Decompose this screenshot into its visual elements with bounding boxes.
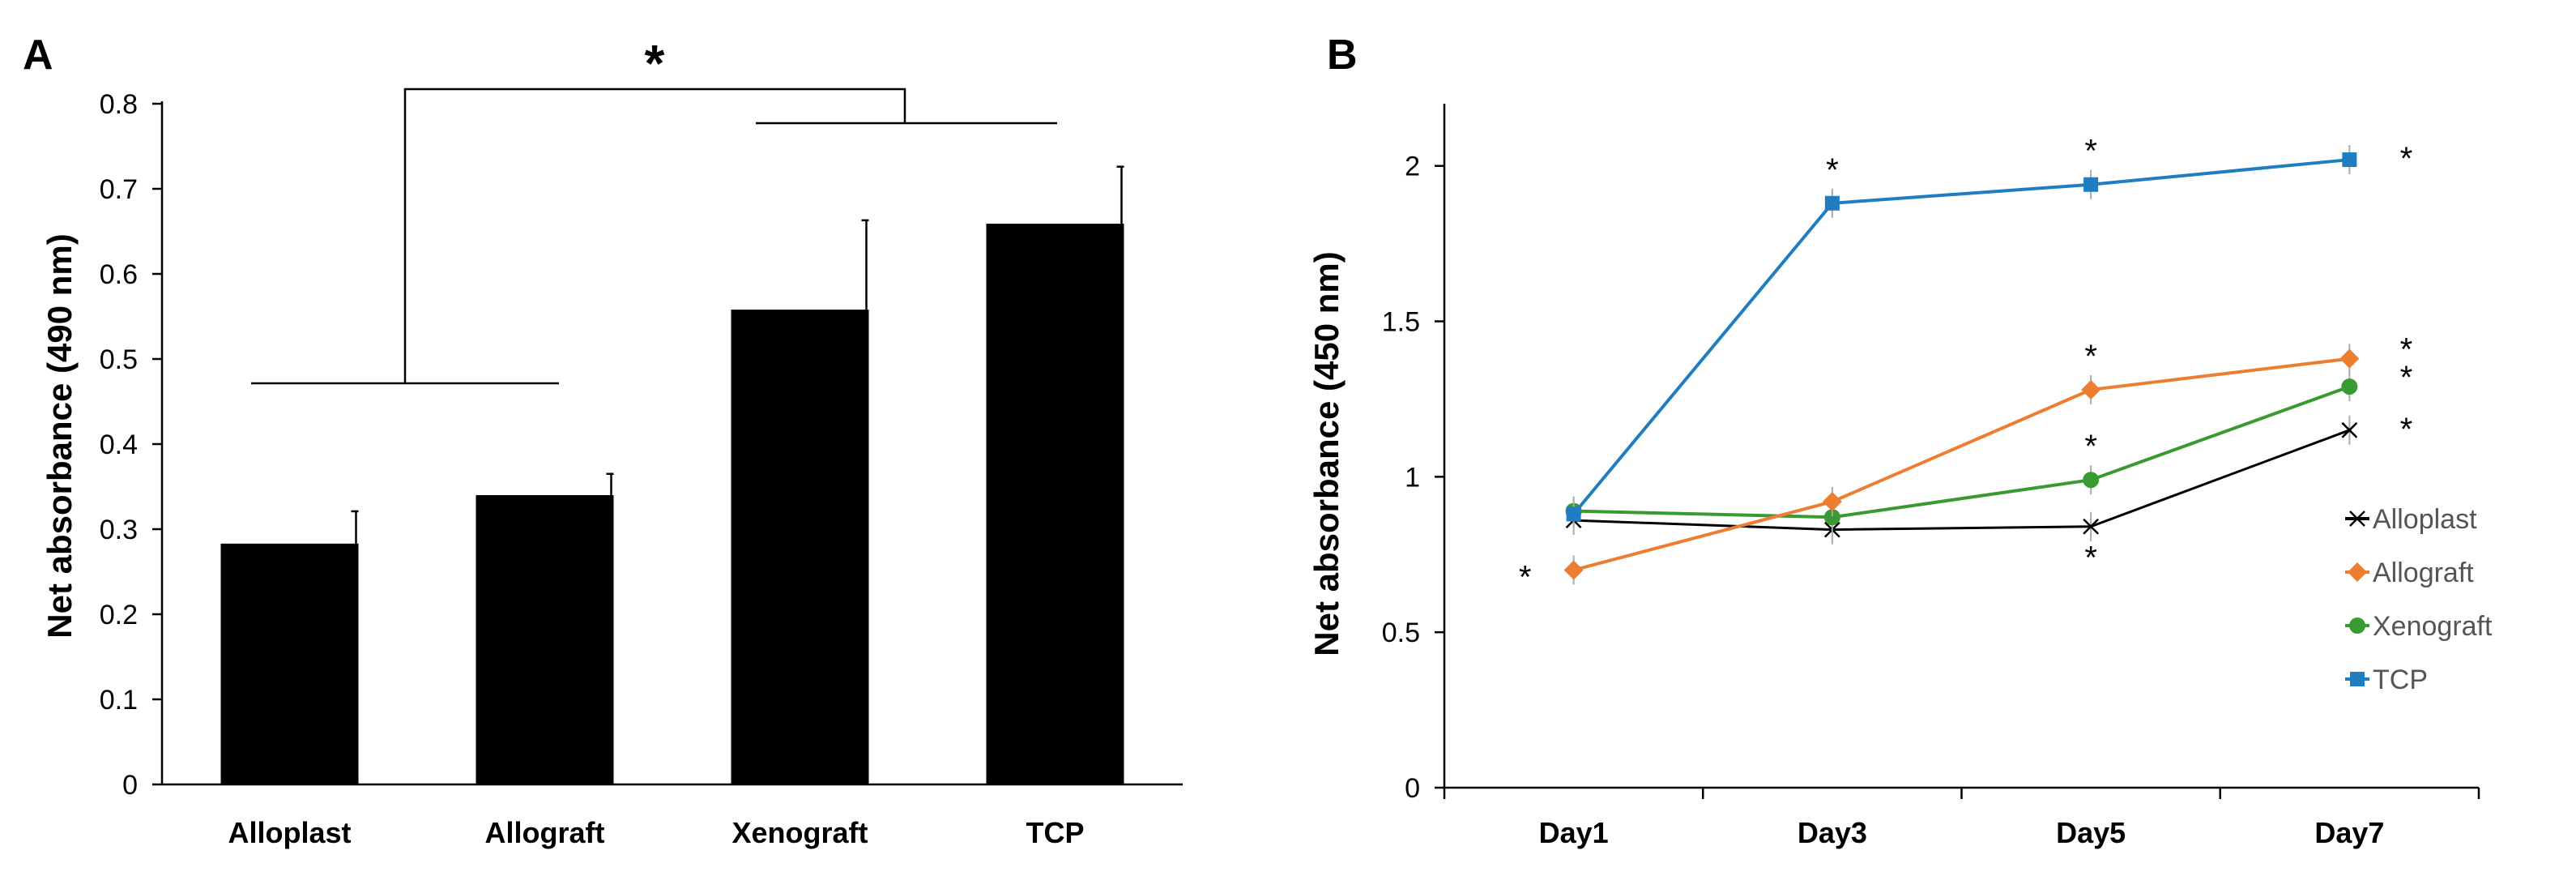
data-point [2081,379,2101,400]
data-point [2341,421,2358,438]
y-tick-label: 1 [1405,462,1420,493]
series-tcp [1566,145,2357,529]
x-tick-label: Day3 [1798,816,1867,849]
data-point [2083,518,2100,535]
data-point [2342,152,2357,168]
significance-star: * [2400,141,2413,177]
significance-star: * [1826,152,1839,188]
series-line [1572,158,2350,515]
y-tick-label: 1.5 [1382,307,1420,338]
series-allograft [1563,344,2360,585]
chart-b-y-axis-label: Net absorbance (450 nm) [1307,251,1346,656]
data-point [1822,492,1842,512]
chart-a-y-axis-label: Net absorbance (490 nm) [41,233,79,639]
significance-star: * [2084,429,2097,464]
legend-marker [2348,562,2367,582]
data-point [1563,560,1584,580]
x-tick-label: Day5 [2056,816,2126,849]
x-tick-label: TCP [1026,816,1085,849]
chart-a-bars [220,165,1124,785]
significance-star: * [2400,332,2413,368]
legend-label: TCP [2373,664,2428,695]
legend-label: Allograft [2373,558,2474,588]
series-line [1573,385,2351,519]
bar [476,495,614,784]
panel-a-label: A [23,32,53,79]
legend-label: Alloplast [2373,504,2477,535]
data-point [1566,506,1581,522]
legend-marker [2350,672,2365,686]
data-point [2339,348,2360,369]
chart-b-legend: Alloplast Allograft Xenograft TCP [2345,504,2493,695]
bar-chart: Net absorbance (490 nm) 0 0.1 0.2 0.3 0.4 0.5… [41,34,1183,849]
series-alloplast [1565,415,2358,545]
bar [986,224,1124,784]
y-tick-label: 0.7 [100,174,138,205]
bar [731,310,869,785]
y-tick-label: 0.5 [1382,617,1420,648]
line-chart: Net absorbance (450 nm) 00.511.52 Day1 Da… [1307,104,2493,849]
y-tick-label: 0.2 [100,600,138,630]
panel-b-label: B [1327,32,1358,79]
data-point [2083,472,2100,489]
legend-item: TCP [2345,664,2428,695]
chart-b-y-ticks: 0 0.5 1 1.5 2 [1382,152,1444,804]
data-point [2083,177,2099,192]
data-point [2341,378,2358,395]
y-tick-label: 0.5 [100,344,138,375]
y-tick-label: 0.4 [100,429,138,460]
y-tick-label: 2 [1405,152,1420,182]
y-tick-label: 0.8 [100,89,138,120]
y-tick-label: 0 [1405,773,1420,804]
chart-a-bracket-main [403,88,906,383]
x-tick-label: Day1 [1539,816,1609,849]
chart-b-series [1563,145,2360,585]
legend-item: Allograft [2345,558,2474,588]
x-tick-label: Allograft [485,816,605,849]
x-tick-label: Alloplast [228,816,351,849]
legend-item: Alloplast [2345,504,2477,535]
chart-a-x-tick-labels: Alloplast Allograft Xenograft TCP [228,816,1084,849]
bar [220,543,359,784]
legend-item: Xenograft [2345,611,2493,642]
significance-star: * [2084,339,2097,374]
chart-a-y-ticks: 0 0.1 0.2 0.3 0.4 0.5 0.6 0.7 0.8 [100,89,162,801]
significance-star: * [1519,559,1532,595]
chart-b-significance-stars: ********** [1519,134,2412,596]
chart-a-significance-star: * [645,34,665,92]
significance-star: * [2084,134,2097,169]
significance-star: * [2400,412,2413,447]
y-tick-label: 0.1 [100,685,138,716]
series-line [1573,429,2350,532]
series-xenograft [1565,372,2358,532]
significance-star: * [2084,541,2097,576]
y-tick-label: 0.3 [100,515,138,545]
x-tick-label: Xenograft [731,816,868,849]
significance-star: * [2400,360,2413,395]
data-point [1824,195,1840,211]
legend-label: Xenograft [2373,611,2493,642]
legend-marker [2349,511,2365,527]
series-line [1573,357,2350,572]
chart-b-x-ticks: Day1 Day3 Day5 Day7 [1443,788,2480,849]
data-point [1823,509,1840,526]
x-tick-label: Day7 [2314,816,2384,849]
y-tick-label: 0.6 [100,259,138,290]
legend-marker [2349,617,2365,634]
y-tick-label: 0 [122,770,138,801]
